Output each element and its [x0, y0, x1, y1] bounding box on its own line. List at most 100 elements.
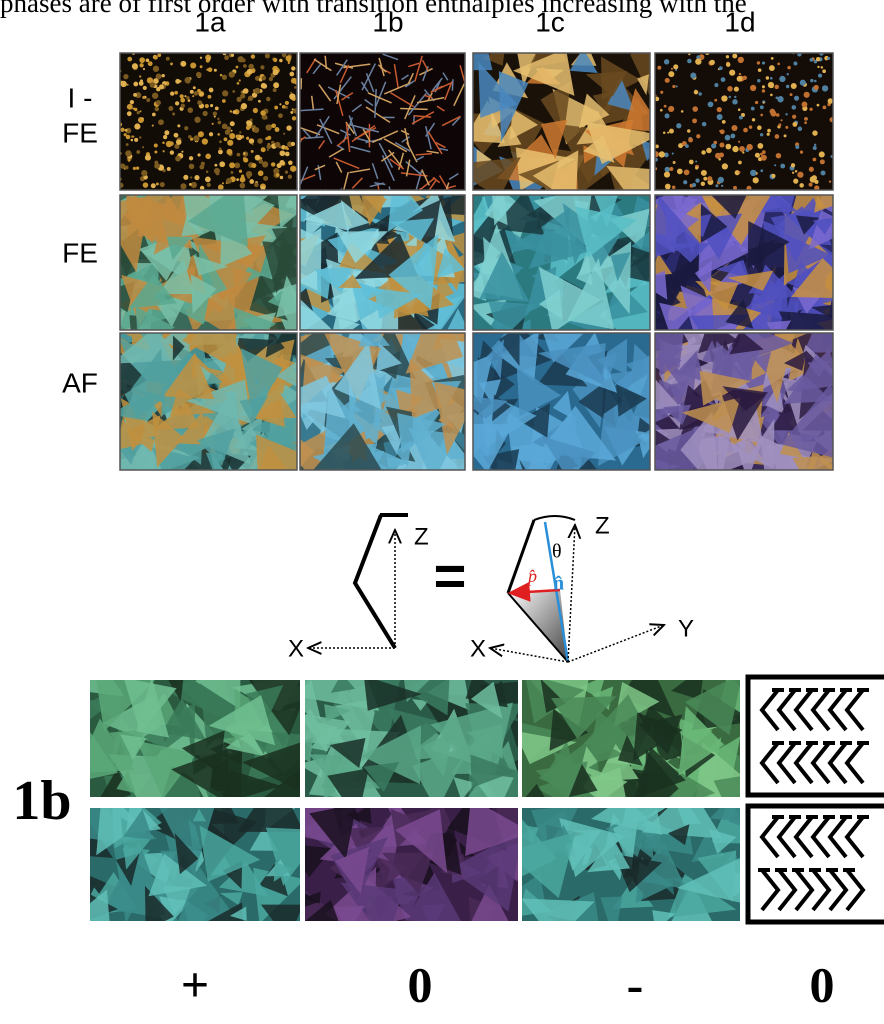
grain [139, 136, 141, 138]
chevron [847, 743, 863, 783]
grain [290, 111, 293, 114]
micrograph [267, 779, 555, 948]
grain [717, 107, 722, 112]
grain [128, 159, 131, 162]
grain [743, 128, 748, 133]
column-label: 1a [194, 6, 226, 37]
grain [822, 69, 826, 73]
grain [156, 100, 161, 105]
grain [280, 176, 283, 179]
grain [726, 55, 729, 58]
grain [809, 167, 814, 172]
grain [259, 159, 264, 164]
chevron [813, 817, 829, 857]
grain [273, 82, 279, 88]
grain [820, 170, 825, 175]
grain [174, 91, 178, 95]
grain [239, 79, 241, 81]
grain [722, 120, 726, 124]
grain [156, 183, 159, 186]
grain [673, 64, 678, 69]
grain [126, 84, 128, 86]
grain [215, 106, 219, 110]
grain [197, 89, 201, 93]
grain [206, 69, 208, 71]
grain [120, 81, 126, 87]
grain [732, 99, 737, 104]
grain [726, 62, 730, 66]
grain [286, 125, 291, 130]
grain [148, 61, 153, 66]
grain [146, 98, 150, 102]
grain [230, 110, 232, 112]
grain [291, 66, 295, 70]
grain [676, 85, 678, 87]
grain [219, 161, 225, 167]
axis-label: X [470, 635, 486, 662]
column-label: 1c [535, 6, 565, 37]
grain [703, 177, 707, 181]
grain [732, 146, 738, 152]
grain [188, 99, 191, 102]
micrograph [653, 51, 835, 191]
grain [798, 127, 803, 132]
grain [168, 106, 173, 111]
chevron [830, 690, 846, 730]
grain [202, 111, 207, 116]
grain [714, 99, 717, 102]
grain [127, 111, 132, 116]
grain [152, 93, 158, 99]
grain [665, 184, 671, 190]
grain [818, 74, 822, 78]
grain [123, 74, 128, 79]
switching-panel: 1b +0-0 [12, 639, 884, 1012]
grain [236, 178, 239, 181]
grain [820, 159, 825, 164]
figure: phases are of first order with transitio… [0, 0, 884, 1024]
grain [285, 152, 290, 157]
grain [254, 88, 260, 94]
grain [767, 129, 771, 133]
grain [177, 124, 180, 127]
polarity-label: 0 [810, 956, 835, 1012]
grain [714, 83, 718, 87]
chevron [779, 817, 795, 857]
polarity-label: - [627, 956, 644, 1012]
grain [769, 65, 775, 71]
grain [241, 103, 247, 109]
panel-label: 1b [12, 770, 71, 832]
grain [792, 122, 797, 127]
grain [282, 105, 286, 109]
grain [136, 150, 140, 154]
grain [829, 180, 831, 182]
grain [275, 128, 279, 132]
grain [169, 141, 173, 145]
chevron [762, 817, 778, 857]
grain [731, 125, 737, 131]
grain [136, 166, 139, 169]
grain [696, 134, 700, 138]
grain [792, 105, 797, 110]
micrograph [58, 656, 323, 824]
grain [118, 183, 123, 188]
grain [692, 106, 698, 112]
grain [132, 63, 138, 69]
grain [239, 131, 241, 133]
grain [174, 133, 179, 138]
grain [252, 143, 254, 145]
grain [175, 101, 179, 105]
grain [787, 66, 791, 70]
grain [180, 94, 184, 98]
grain [785, 113, 787, 115]
grain [732, 54, 737, 59]
grain [206, 59, 210, 63]
grain [139, 57, 145, 63]
grain [757, 143, 763, 149]
grain [248, 96, 253, 101]
row-label: AF [62, 367, 98, 398]
grain [659, 151, 665, 157]
grain [134, 123, 140, 129]
grain [760, 105, 764, 109]
needle [452, 79, 453, 90]
grain [196, 72, 202, 78]
